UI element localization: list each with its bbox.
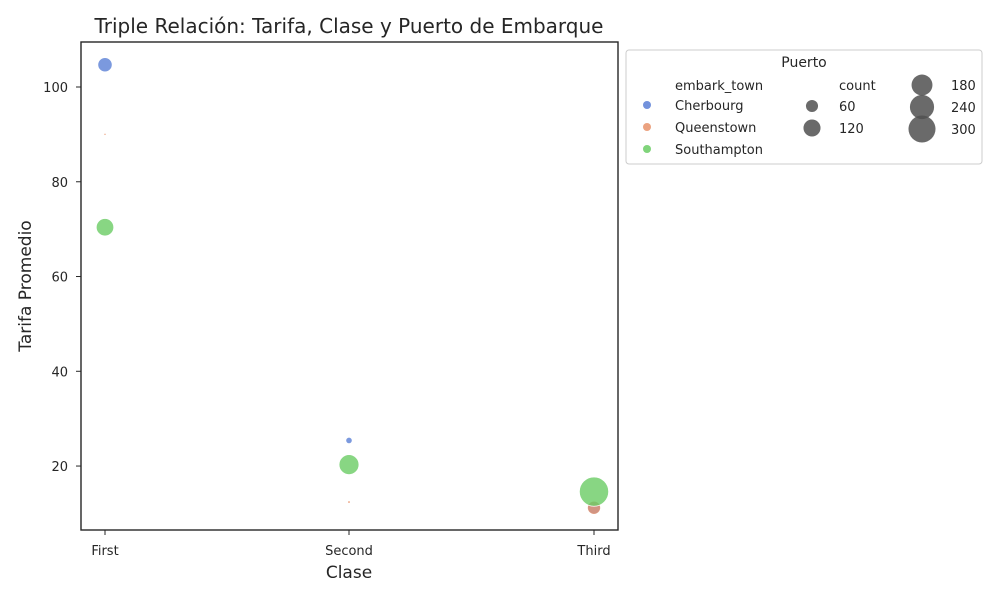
legend-size-label: 120 — [839, 122, 864, 137]
x-axis-ticks: First Second Third — [91, 530, 611, 559]
legend-hue-title: embark_town — [675, 79, 763, 94]
y-tick-label: 40 — [51, 365, 68, 380]
data-point-queenstown-second — [347, 500, 351, 504]
y-tick-label: 60 — [51, 271, 68, 286]
legend-size-label: 300 — [951, 123, 976, 138]
data-point-southampton-third — [578, 476, 610, 507]
legend-label-queenstown: Queenstown — [675, 121, 756, 136]
chart-title: Triple Relación: Tarifa, Clase y Puerto … — [94, 14, 604, 38]
legend-size-marker — [805, 99, 819, 113]
data-point-southampton-first — [95, 218, 115, 237]
legend-size-marker — [908, 115, 936, 143]
legend-size-marker — [909, 94, 935, 120]
legend-size-title: count — [839, 79, 876, 94]
y-axis-label: Tarifa Promedio — [16, 220, 36, 352]
legend-label-southampton: Southampton — [675, 143, 763, 158]
x-tick-label: First — [91, 544, 118, 559]
y-axis-ticks: 20 40 60 80 100 — [43, 81, 81, 475]
plot-points — [95, 57, 610, 515]
legend-marker-southampton — [643, 145, 651, 153]
y-tick-label: 100 — [43, 81, 68, 96]
x-tick-label: Second — [325, 544, 373, 559]
legend-size-marker — [911, 74, 933, 96]
legend-size-label: 60 — [839, 100, 856, 115]
y-tick-label: 20 — [51, 460, 68, 475]
data-point-cherbourg-first — [97, 57, 113, 73]
legend-box — [625, 49, 983, 165]
data-point-southampton-second — [338, 454, 360, 476]
x-axis-label: Clase — [326, 563, 372, 583]
legend-size-marker — [803, 119, 821, 137]
legend: Puerto embark_town count Cherbourg Queens… — [625, 49, 983, 165]
data-point-queenstown-first — [103, 132, 107, 136]
x-tick-label: Third — [576, 544, 610, 559]
data-point-cherbourg-second — [345, 436, 353, 445]
legend-marker-cherbourg — [643, 101, 651, 109]
legend-size-label: 240 — [951, 101, 976, 116]
legend-title: Puerto — [781, 55, 827, 71]
legend-marker-queenstown — [643, 123, 651, 131]
legend-size-label: 180 — [951, 79, 976, 94]
y-tick-label: 80 — [51, 176, 68, 191]
legend-label-cherbourg: Cherbourg — [675, 99, 743, 114]
